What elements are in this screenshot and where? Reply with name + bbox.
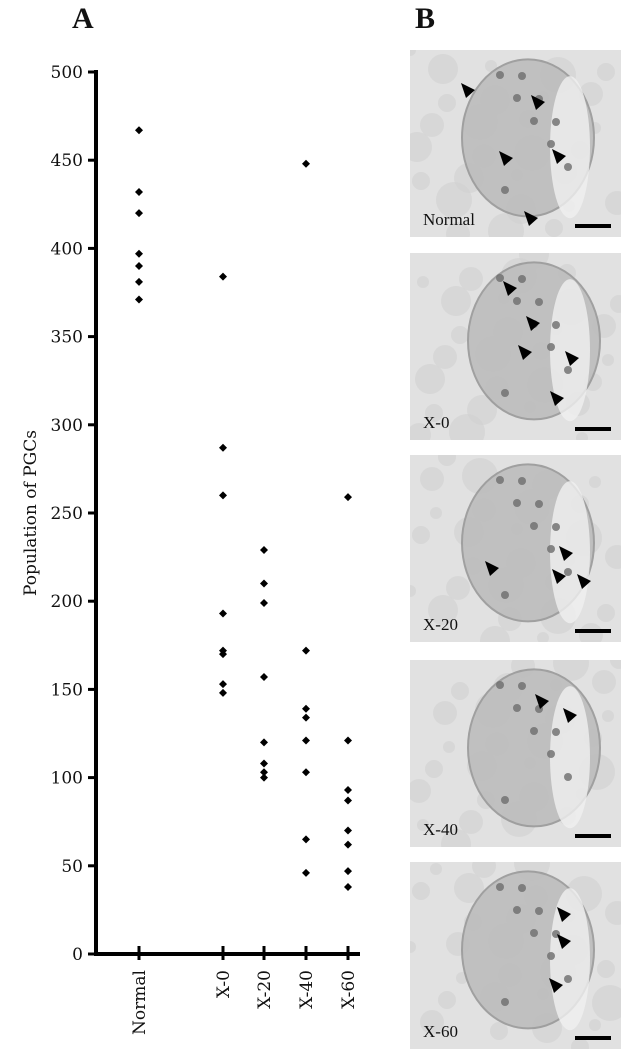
y-tick-label: 100 [51, 769, 83, 789]
micrograph-panel: X-20 [410, 455, 621, 642]
arrowhead-icon [518, 345, 532, 360]
arrowhead-icon [577, 574, 591, 589]
arrowhead-icon [557, 907, 571, 922]
arrowhead-icon [531, 95, 545, 110]
arrowhead-icon [526, 316, 540, 331]
x-tick-label: X-40 [297, 970, 317, 1009]
data-point [344, 882, 352, 891]
y-tick-label: 50 [61, 857, 83, 877]
arrowhead-icon [485, 561, 499, 576]
data-point [219, 680, 227, 689]
y-axis-label: Population of PGCs [21, 430, 41, 596]
arrowhead-icon [552, 149, 566, 164]
data-point [135, 295, 143, 304]
micrograph-label: X-40 [423, 820, 458, 839]
scale-bar [575, 427, 611, 431]
tissue-image [410, 862, 621, 1049]
data-point [302, 768, 310, 777]
scatter-chart: 0 50 100 150 200 250 300 350 400 450 500 Population… [21, 63, 360, 1035]
arrowhead-icon [550, 391, 564, 406]
data-point [135, 249, 143, 258]
y-tick-label: 400 [51, 239, 83, 259]
data-point [219, 491, 227, 500]
chart-marks [135, 126, 352, 891]
panel-label-b: B [415, 2, 436, 35]
arrowhead-icon [524, 211, 538, 226]
data-point [260, 773, 268, 782]
scale-bar [575, 224, 611, 228]
data-point [260, 673, 268, 682]
x-tick-label: X-20 [255, 970, 275, 1009]
data-point [260, 598, 268, 607]
scale-bar [575, 834, 611, 838]
data-point [219, 272, 227, 281]
data-point [219, 650, 227, 659]
panel-label-a: A [72, 2, 94, 35]
data-point [135, 277, 143, 286]
micrograph-panel: X-0 [410, 253, 621, 440]
data-point [302, 835, 310, 844]
arrowhead-icon [557, 934, 571, 949]
data-point [260, 579, 268, 588]
data-point [260, 759, 268, 768]
data-point [344, 840, 352, 849]
y-tick-label: 250 [51, 504, 83, 524]
micrograph-label: Normal [423, 210, 475, 229]
data-point [219, 443, 227, 452]
data-point [344, 493, 352, 502]
data-point [260, 738, 268, 747]
data-point [344, 826, 352, 835]
scale-bar [575, 629, 611, 633]
data-point [135, 262, 143, 271]
y-tick-label: 150 [51, 680, 83, 700]
data-point [344, 736, 352, 745]
data-point [135, 187, 143, 196]
x-tick-label: Normal [130, 970, 150, 1035]
data-point [260, 768, 268, 777]
arrowhead-icon [559, 546, 573, 561]
y-tick-label: 300 [51, 416, 83, 436]
arrowhead-icon [535, 694, 549, 709]
tissue-image [410, 660, 621, 847]
micrograph-label: X-20 [423, 615, 458, 634]
data-point [135, 209, 143, 218]
y-tick-label: 200 [51, 592, 83, 612]
data-point [302, 713, 310, 722]
chart-axes: 0 50 100 150 200 250 300 350 400 450 500 Population… [21, 63, 360, 1035]
x-tick-label: X-0 [214, 970, 234, 998]
y-tick-label: 450 [51, 151, 83, 171]
data-point [219, 688, 227, 697]
arrowhead-icon [552, 569, 566, 584]
data-point [302, 646, 310, 655]
data-point [344, 867, 352, 876]
arrowhead-icon [563, 708, 577, 723]
data-point [302, 159, 310, 168]
data-point [302, 868, 310, 877]
scale-bar [575, 1036, 611, 1040]
data-point [135, 126, 143, 135]
micrograph-label: X-0 [423, 413, 450, 432]
y-tick-label: 0 [72, 945, 83, 965]
arrowhead-icon [461, 83, 475, 98]
arrowhead-icon [503, 281, 517, 296]
data-point [260, 546, 268, 555]
y-tick-label: 350 [51, 328, 83, 348]
micrograph-panel: Normal [410, 50, 621, 237]
data-point [302, 736, 310, 745]
arrowhead-icon [499, 151, 513, 166]
y-tick-label: 500 [51, 63, 83, 83]
data-point [344, 785, 352, 794]
tissue-image [410, 455, 621, 642]
x-tick-label: X-60 [339, 970, 359, 1009]
micrograph-panel: X-60 [410, 862, 621, 1049]
data-point [344, 796, 352, 805]
micrograph-panel: X-40 [410, 660, 621, 847]
micrograph-label: X-60 [423, 1022, 458, 1041]
arrowhead-icon [565, 351, 579, 366]
data-point [302, 704, 310, 713]
arrowhead-icon [549, 978, 563, 993]
tissue-image [410, 253, 621, 440]
tissue-image [410, 50, 621, 237]
data-point [219, 609, 227, 618]
